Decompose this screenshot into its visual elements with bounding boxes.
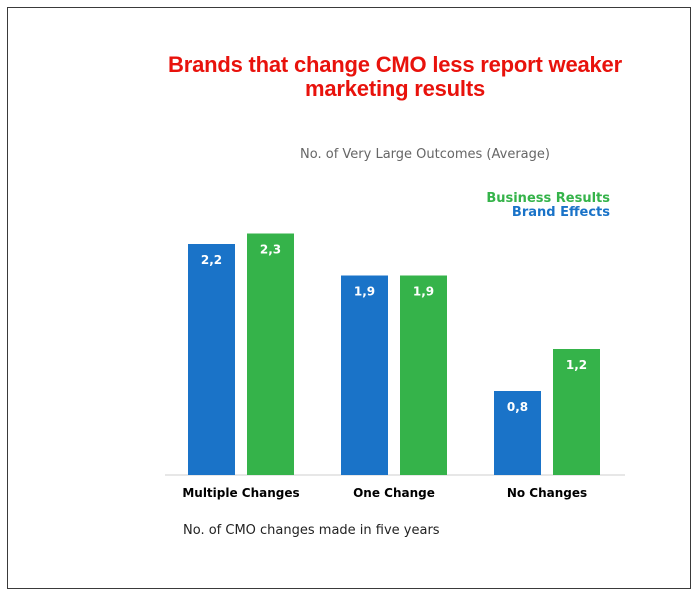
legend: Business Results Brand Effects <box>486 192 610 220</box>
x-tick-label-3: No Changes <box>507 486 587 500</box>
bar-business-results-1 <box>247 233 294 475</box>
x-axis-label: No. of CMO changes made in five years <box>183 523 440 538</box>
bar-brand-effects-2 <box>341 275 388 475</box>
legend-business-results: Business Results <box>486 191 610 206</box>
bar-brand-effects-1 <box>188 244 235 475</box>
bar-brand-effects-3 <box>494 391 541 475</box>
bar-business-results-3 <box>553 349 600 475</box>
data-label-business-results-1: 2,3 <box>260 243 281 257</box>
x-tick-label-2: One Change <box>353 486 435 500</box>
y-axis-label: No. of Very Large Outcomes (Average) <box>300 147 550 162</box>
data-label-brand-effects-1: 2,2 <box>201 253 222 267</box>
legend-brand-effects: Brand Effects <box>511 205 610 220</box>
bar-business-results-2 <box>400 275 447 475</box>
data-label-business-results-2: 1,9 <box>413 285 434 299</box>
chart-title: Brands that change CMO less report weake… <box>168 52 622 101</box>
x-tick-label-1: Multiple Changes <box>182 486 299 500</box>
data-label-brand-effects-2: 1,9 <box>354 285 375 299</box>
data-label-business-results-3: 1,2 <box>566 358 587 372</box>
data-label-brand-effects-3: 0,8 <box>507 400 528 414</box>
